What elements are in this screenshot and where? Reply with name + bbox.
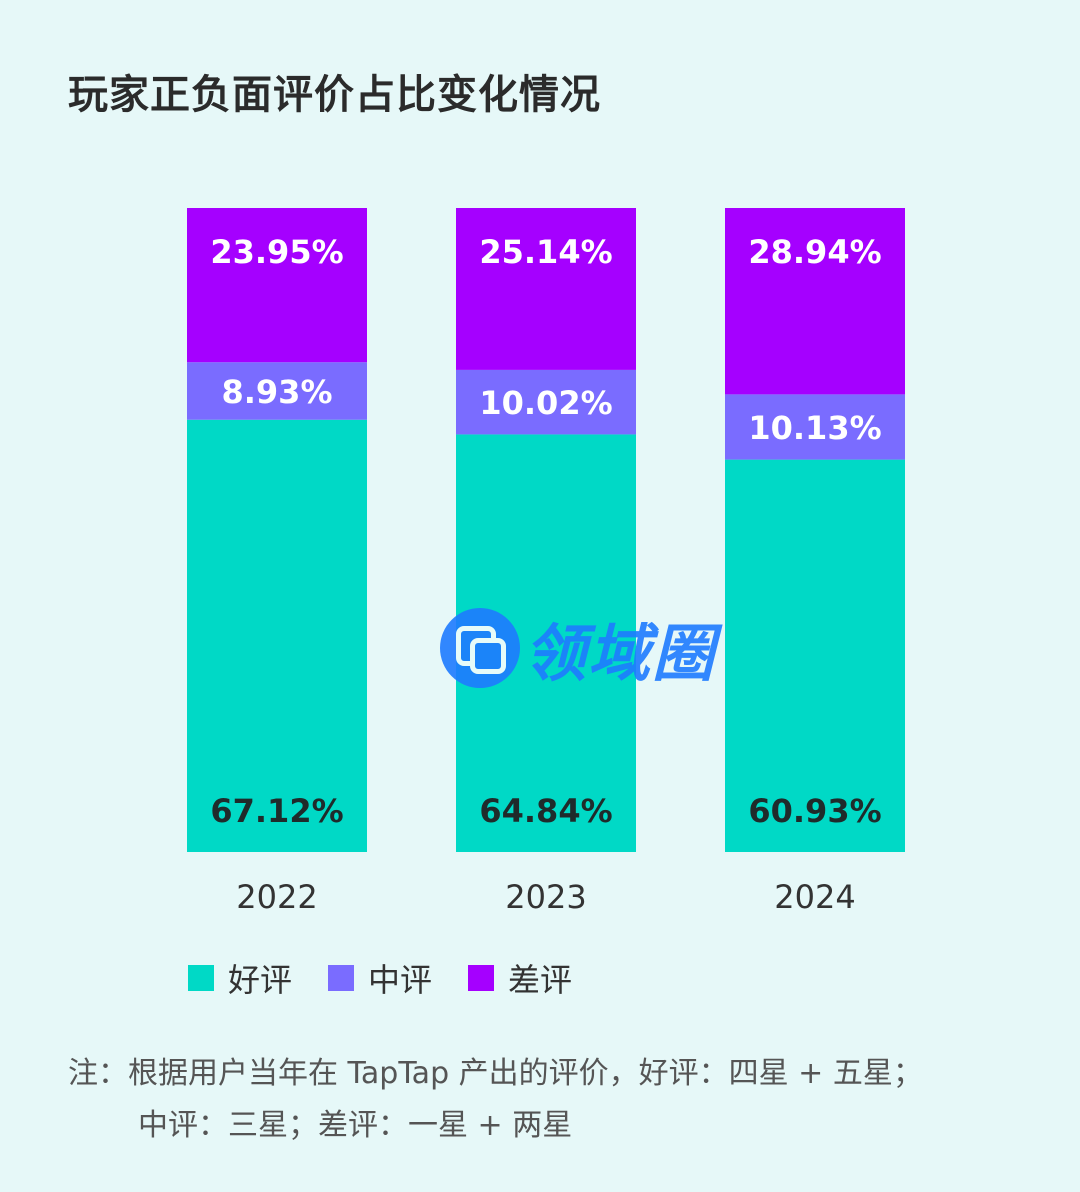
legend: 好评 中评 差评 <box>188 955 608 1001</box>
legend-label-neutral: 中评 <box>368 961 433 999</box>
data-label-good-2022: 67.12% <box>210 792 343 830</box>
bar-segment-bad-2022 <box>187 208 367 363</box>
watermark-text: 领域圈 <box>524 617 717 690</box>
footnote-line-2: 中评：三星；差评：一星 + 两星 <box>138 1108 573 1143</box>
bar-segment-good-2022 <box>187 419 367 852</box>
chart-title: 玩家正负面评价占比变化情况 <box>68 72 601 118</box>
legend-swatch-neutral <box>328 965 355 991</box>
legend-item-neutral: 中评 <box>328 955 432 1001</box>
legend-label-bad: 差评 <box>508 961 573 999</box>
stacked-bar-chart: 67.12% 8.93% 23.95% 2022 64.84% 10.02% 25.14% 2… <box>187 208 905 916</box>
watermark: 领域圈 <box>440 603 716 693</box>
legend-item-bad: 差评 <box>468 955 572 1001</box>
x-tick-label-2023: 2023 <box>505 878 586 916</box>
data-label-neutral-2023: 10.02% <box>479 384 612 422</box>
data-label-bad-2023: 25.14% <box>479 233 612 271</box>
watermark-logo-icon <box>440 608 520 688</box>
footnote: 注：根据用户当年在 TapTap 产出的评价，好评：四星 + 五星； 中评：三星… <box>68 1048 923 1152</box>
legend-label-good: 好评 <box>228 961 293 999</box>
data-label-good-2024: 60.93% <box>748 792 881 830</box>
data-label-neutral-2022: 8.93% <box>221 373 332 411</box>
data-label-bad-2024: 28.94% <box>748 233 881 271</box>
data-label-good-2023: 64.84% <box>479 792 612 830</box>
bar-segment-neutral-2023 <box>456 369 636 435</box>
bar-segment-bad-2023 <box>456 208 636 370</box>
bar-segment-bad-2024 <box>725 208 905 395</box>
data-label-neutral-2024: 10.13% <box>748 409 881 447</box>
bar-segment-neutral-2024 <box>725 394 905 460</box>
legend-item-good: 好评 <box>188 955 292 1001</box>
bar-segment-good-2024 <box>725 459 905 852</box>
legend-swatch-bad <box>468 965 495 991</box>
x-tick-label-2022: 2022 <box>236 878 317 916</box>
legend-swatch-good <box>188 965 214 991</box>
bar-segment-neutral-2022 <box>187 362 367 420</box>
data-label-bad-2022: 23.95% <box>210 233 343 271</box>
x-tick-label-2024: 2024 <box>774 878 855 916</box>
footnote-line-1: 注：根据用户当年在 TapTap 产出的评价，好评：四星 + 五星； <box>68 1056 923 1091</box>
